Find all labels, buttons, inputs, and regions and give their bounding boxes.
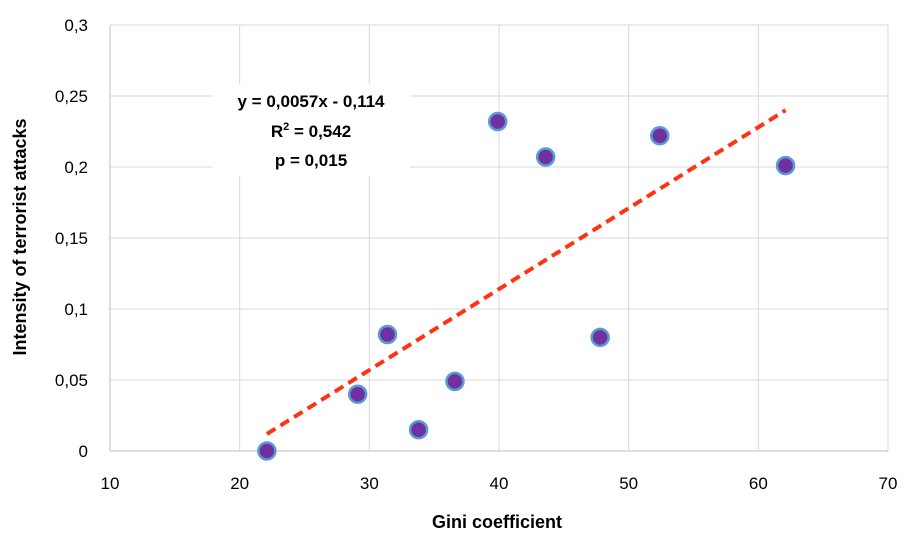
data-point (257, 441, 277, 461)
data-point (650, 126, 670, 146)
x-tick-label: 50 (619, 474, 638, 493)
r-squared-line: R2 = 0,542 (271, 121, 351, 141)
y-tick-label: 0,3 (64, 16, 88, 35)
y-tick-label: 0,15 (55, 229, 88, 248)
data-point (408, 419, 429, 440)
equation-annotation: y = 0,0057x - 0,114 R2 = 0,542 p = 0,015 (212, 84, 410, 176)
trendline (265, 108, 787, 436)
axis-layer: 10 20 30 40 50 60 70 0 0,05 0,1 0,15 0,2 0,25 0,3 (55, 16, 898, 493)
x-tick-label: 10 (101, 474, 120, 493)
trendline-layer (265, 108, 787, 436)
point-layer (257, 111, 796, 461)
y-axis-title: Intensity of terrorist attacks (10, 118, 30, 355)
data-point (347, 384, 368, 404)
data-point (487, 111, 508, 132)
data-point (590, 327, 610, 348)
y-tick-label: 0,05 (55, 371, 88, 390)
x-tick-label: 30 (360, 474, 379, 493)
r-squared-prefix: R (271, 122, 283, 141)
data-point (377, 324, 398, 345)
x-tick-label: 40 (490, 474, 509, 493)
y-tick-label: 0,1 (64, 300, 88, 319)
r-squared-value: = 0,542 (289, 122, 351, 141)
p-value-line: p = 0,015 (275, 151, 347, 170)
data-point (445, 371, 465, 392)
x-tick-label: 70 (879, 474, 898, 493)
x-axis-title: Gini coefficient (432, 512, 562, 532)
equation-line: y = 0,0057x - 0,114 (238, 92, 386, 111)
x-tick-label: 60 (749, 474, 768, 493)
equation-box (212, 84, 410, 176)
data-point (775, 155, 796, 176)
y-tick-label: 0,2 (64, 158, 88, 177)
r-squared-superscript: 2 (283, 121, 289, 133)
data-point (535, 147, 556, 167)
y-tick-label: 0 (79, 442, 88, 461)
x-tick-label: 20 (230, 474, 249, 493)
y-tick-label: 0,25 (55, 87, 88, 106)
